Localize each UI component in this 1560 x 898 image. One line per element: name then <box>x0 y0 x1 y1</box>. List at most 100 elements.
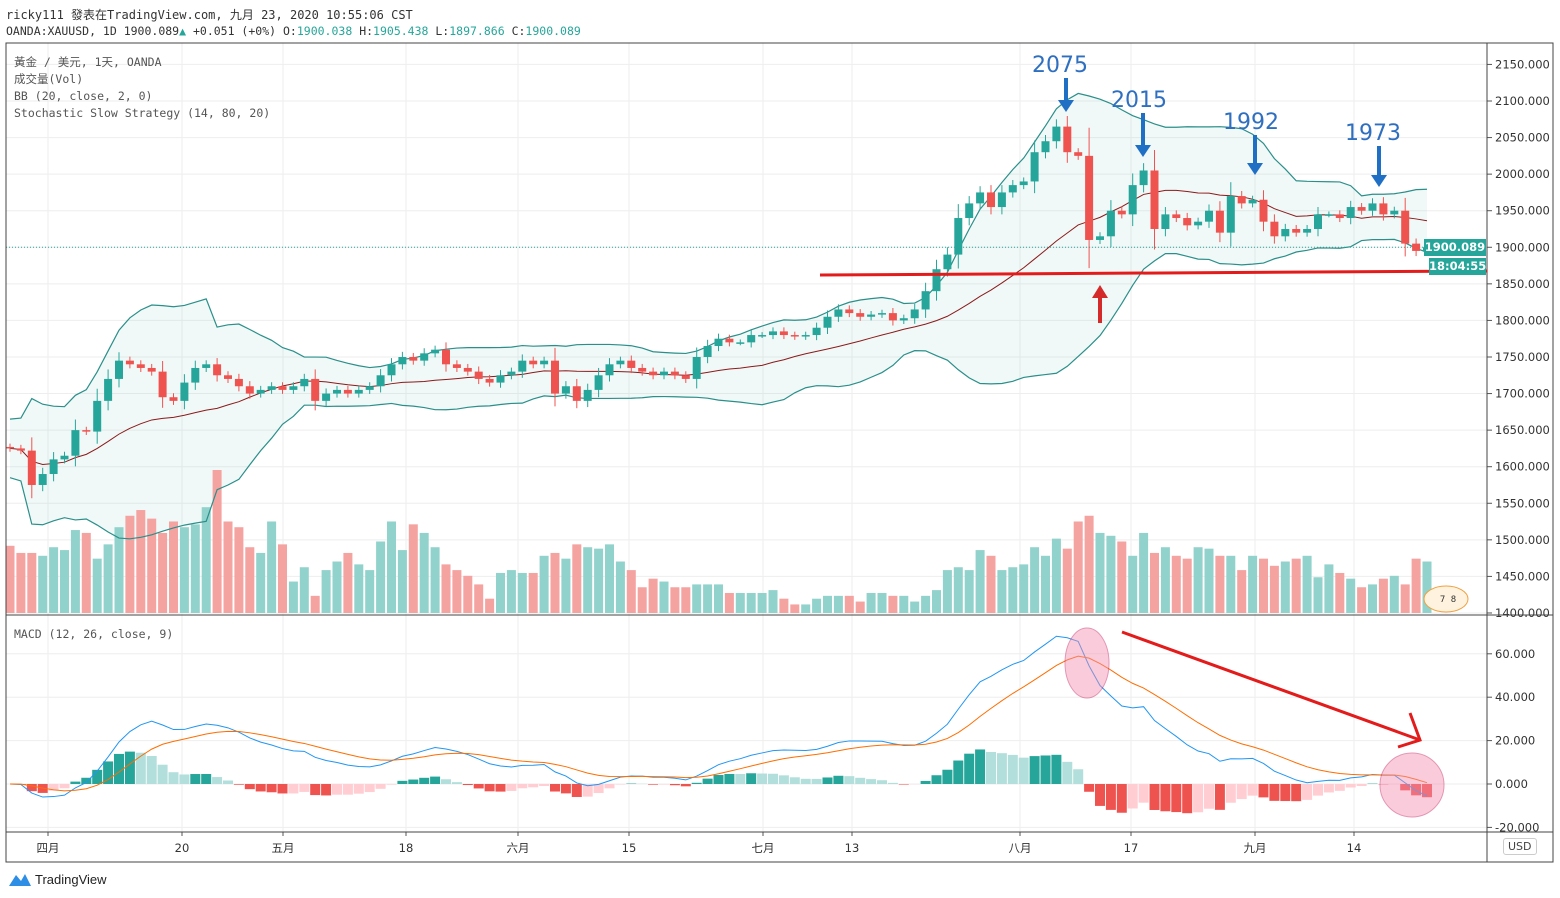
candle-body <box>387 364 396 376</box>
price-tick-label: 1450.000 <box>1495 569 1550 583</box>
macd-histogram-bar <box>255 784 266 792</box>
volume-bar <box>1117 541 1127 613</box>
volume-bar <box>136 510 146 613</box>
macd-histogram-bar <box>157 764 168 784</box>
candle-body <box>38 474 47 485</box>
candle-body <box>878 313 886 315</box>
time-tick-label: 18 <box>399 841 414 855</box>
macd-histogram-bar <box>441 779 451 784</box>
volume-bar <box>953 567 963 613</box>
candle-body <box>398 356 407 365</box>
macd-histogram-bar <box>877 780 887 784</box>
volume-bar <box>506 570 516 613</box>
candle-body <box>354 389 363 394</box>
macd-histogram-bar <box>364 784 375 793</box>
volume-bar <box>942 570 952 613</box>
macd-histogram-bar <box>430 776 441 784</box>
candle-body <box>561 386 570 394</box>
volume-bar <box>463 575 473 613</box>
candle-body <box>1379 203 1388 215</box>
price-tick-label: 2000.000 <box>1495 167 1550 181</box>
volume-bar <box>1106 535 1116 613</box>
volume-bar <box>833 595 843 613</box>
support-line <box>819 269 1488 277</box>
tradingview-logo[interactable]: TradingView <box>8 871 107 887</box>
symbol-info: OANDA:XAUUSD, 1D 1900.089 <box>6 24 180 38</box>
macd-histogram-bar <box>190 774 201 784</box>
candle-body <box>16 448 25 451</box>
volume-bar <box>801 604 811 613</box>
volume-bar <box>49 547 59 613</box>
logo-text: TradingView <box>35 871 107 887</box>
candle-body <box>856 313 865 317</box>
candle-body <box>583 389 592 401</box>
candle-body <box>1412 243 1421 251</box>
macd-histogram-bar <box>1193 784 1204 813</box>
candle-body <box>431 349 440 354</box>
candle-body <box>496 375 505 383</box>
candle-body <box>1335 214 1344 219</box>
volume-bar <box>321 570 331 613</box>
volume-bar <box>430 547 440 613</box>
volume-bar <box>1051 538 1061 613</box>
candle-body <box>1074 152 1083 156</box>
candle-body <box>1303 228 1312 233</box>
candle-body <box>60 455 69 460</box>
candle-body <box>518 360 527 372</box>
macd-tick-label: 0.000 <box>1495 777 1528 791</box>
legend-strategy[interactable]: Stochastic Slow Strategy (14, 80, 20) <box>14 106 271 120</box>
volume-bar <box>779 598 789 613</box>
macd-histogram-bar <box>451 782 462 784</box>
candle-body <box>1008 185 1017 193</box>
bb-fill <box>10 93 1427 539</box>
macd-histogram-bar <box>964 753 975 784</box>
volume-bar <box>997 570 1007 613</box>
price-tick-label: 2050.000 <box>1495 131 1550 145</box>
legend-symbol[interactable]: 黃金 / 美元, 1天, OANDA <box>14 55 162 69</box>
peak-label: 2015 <box>1111 88 1167 113</box>
volume-bar <box>496 572 505 613</box>
event-badge-icon <box>1423 585 1469 613</box>
candle-body <box>1063 126 1072 153</box>
macd-histogram-bar <box>288 784 299 794</box>
candle-body <box>627 360 636 368</box>
volume-bar <box>724 592 734 613</box>
candle-body <box>649 371 658 376</box>
legend-bb[interactable]: BB (20, close, 2, 0) <box>14 89 153 103</box>
volume-bar <box>408 524 418 613</box>
candle-body <box>343 389 352 394</box>
candle-body <box>245 386 254 394</box>
chart-frame <box>5 42 1554 863</box>
macd-histogram-bar <box>528 784 539 788</box>
macd-histogram-bar <box>223 780 233 784</box>
volume-bar <box>299 567 309 613</box>
countdown-tag: 18:04:55 <box>1429 258 1487 275</box>
macd-histogram-bar <box>375 784 386 789</box>
macd-histogram-bar <box>571 784 582 797</box>
macd-histogram-bar <box>277 784 288 794</box>
volume-bar <box>60 550 69 613</box>
candle-body <box>997 192 1006 208</box>
volume-bar <box>986 555 996 613</box>
volume-bar <box>692 584 702 613</box>
macd-histogram-bar <box>484 784 495 792</box>
volume-bar <box>190 524 200 613</box>
macd-histogram-bar <box>942 769 953 784</box>
macd-tick-label: -20.000 <box>1495 820 1539 834</box>
legend-volume[interactable]: 成交量(Vol) <box>14 72 84 86</box>
volume-bar <box>757 592 767 613</box>
macd-histogram-bar <box>1323 784 1334 793</box>
highlight-circle <box>1064 627 1110 699</box>
currency-button[interactable]: USD <box>1503 838 1537 855</box>
event-badge-text: 7 8 <box>1440 595 1456 605</box>
volume-bar <box>528 572 538 613</box>
legend-macd[interactable]: MACD (12, 26, close, 9) <box>14 627 174 641</box>
candle-body <box>1357 207 1366 211</box>
close-label: C: <box>511 24 526 38</box>
volume-bar <box>1269 565 1279 613</box>
macd-histogram-bar <box>800 778 811 784</box>
volume-bar <box>1324 564 1334 613</box>
candle-body <box>670 371 679 376</box>
